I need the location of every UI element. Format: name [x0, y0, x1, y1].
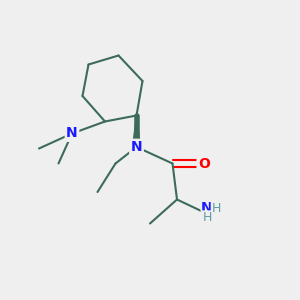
Text: H: H [202, 211, 212, 224]
Text: N: N [131, 140, 142, 154]
Text: N: N [66, 127, 78, 140]
Text: N: N [66, 127, 78, 140]
Text: O: O [198, 157, 210, 170]
Polygon shape [133, 116, 140, 147]
Text: H: H [211, 202, 221, 215]
Text: O: O [198, 157, 210, 170]
Text: N: N [131, 140, 142, 154]
Text: N: N [201, 202, 213, 215]
